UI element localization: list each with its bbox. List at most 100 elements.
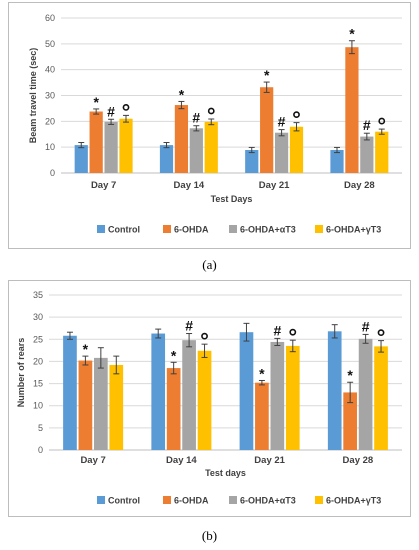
bar [74,145,88,173]
significance-circle-mark [122,103,130,111]
chart-panel-a: 0 10 20 30 40 50 60 Beam travel time (sec) * # Day… [8,2,411,249]
significance-hash: # [362,318,370,334]
y-tick-label: 5 [38,423,43,433]
significance-hash: # [185,318,193,334]
y-tick-label: 30 [33,312,43,322]
significance-asterisk: * [349,26,355,42]
bar [289,126,304,173]
y-tick-label: 50 [45,39,55,49]
bar [197,350,212,450]
y-tick-label: 15 [33,379,43,389]
legend-label: 6-OHDA+γT3 [326,225,381,235]
bar [239,332,254,450]
x-category-label: Day 14 [174,180,205,191]
bar [182,340,196,450]
x-category-label: Day 14 [166,455,197,466]
significance-hash: # [278,114,286,130]
bar [360,136,374,173]
y-tick-label: 0 [38,445,43,455]
x-category-label: Day 21 [259,180,290,191]
y-tick-label: 25 [33,334,43,344]
significance-circle-mark [289,328,297,336]
x-category-label: Day 7 [91,180,116,191]
significance-circle-mark [378,117,386,125]
legend-swatch [315,225,323,233]
bar [345,47,359,173]
x-category-label: Day 28 [344,180,375,191]
x-category-label: Day 7 [80,455,105,466]
legend-swatch [315,496,323,504]
significance-asterisk: * [93,94,99,110]
bar [174,105,189,173]
bar [204,121,218,173]
bar [119,118,133,173]
legend-label: 6-OHDA+αT3 [240,225,296,235]
legend-label: 6-OHDA [174,496,209,506]
significance-circle-mark [293,111,300,119]
y-tick-label: 20 [33,356,43,366]
y-tick-label: 30 [45,91,55,101]
x-axis-title: Test days [205,468,246,478]
legend-swatch [97,496,105,504]
y-axis-title: Number of rears [16,338,26,408]
bar [330,150,344,173]
bar [358,338,373,450]
bar [63,335,77,450]
x-axis-title: Test Days [211,194,253,204]
bar [327,331,342,450]
bar [104,121,118,173]
legend-swatch [229,225,237,233]
significance-circle-mark [207,107,215,115]
y-axis-title: Beam travel time (sec) [28,48,38,144]
legend-label: 6-OHDA [174,225,209,235]
significance-hash: # [107,103,115,119]
y-tick-label: 40 [45,65,55,75]
y-tick-label: 35 [33,290,43,300]
y-tick-label: 60 [45,13,55,23]
legend-label: Control [108,225,140,235]
significance-asterisk: * [83,341,89,357]
bar [260,87,274,173]
bar [343,392,357,450]
legend-swatch [97,225,105,233]
panel-b-caption: (b) [201,528,218,543]
bar [255,382,269,450]
bar [109,364,124,450]
significance-asterisk: * [264,67,270,83]
bar [159,145,174,173]
number-of-rears-chart: 0 5 10 15 20 25 30 35 Number of rears * Day 7 * # Day… [16,290,402,506]
legend-swatch [229,496,237,504]
bar [274,132,289,173]
panel-a-caption: (a) [202,257,217,272]
chart-panel-b: 0 5 10 15 20 25 30 35 Number of rears * Day 7 * # Day… [8,280,411,517]
y-tick-label: 0 [50,168,55,178]
bar [94,357,108,450]
y-tick-label: 20 [45,116,55,126]
bar [285,345,300,450]
significance-circle-mark [201,332,208,340]
legend-label: Control [108,496,140,506]
significance-asterisk: * [171,347,177,363]
significance-hash: # [273,322,281,338]
significance-hash: # [363,117,371,133]
significance-asterisk: * [179,86,185,102]
bar [166,368,181,450]
bar [189,128,203,173]
y-tick-label: 10 [45,142,55,152]
bar [245,150,259,173]
bar [375,131,389,173]
legend-label: 6-OHDA+αT3 [240,496,296,506]
legend-label: 6-OHDA+γT3 [326,496,381,506]
bar [78,360,93,450]
significance-asterisk: * [347,367,353,383]
legend-swatch [163,225,171,233]
x-category-label: Day 21 [254,455,285,466]
bar [270,341,285,450]
bar [151,333,166,450]
bar [374,346,388,450]
bar [89,111,103,173]
significance-hash: # [192,110,200,126]
x-category-label: Day 28 [343,455,374,466]
beam-travel-time-chart: 0 10 20 30 40 50 60 Beam travel time (sec) * # Day… [28,13,402,235]
legend-swatch [163,496,171,504]
